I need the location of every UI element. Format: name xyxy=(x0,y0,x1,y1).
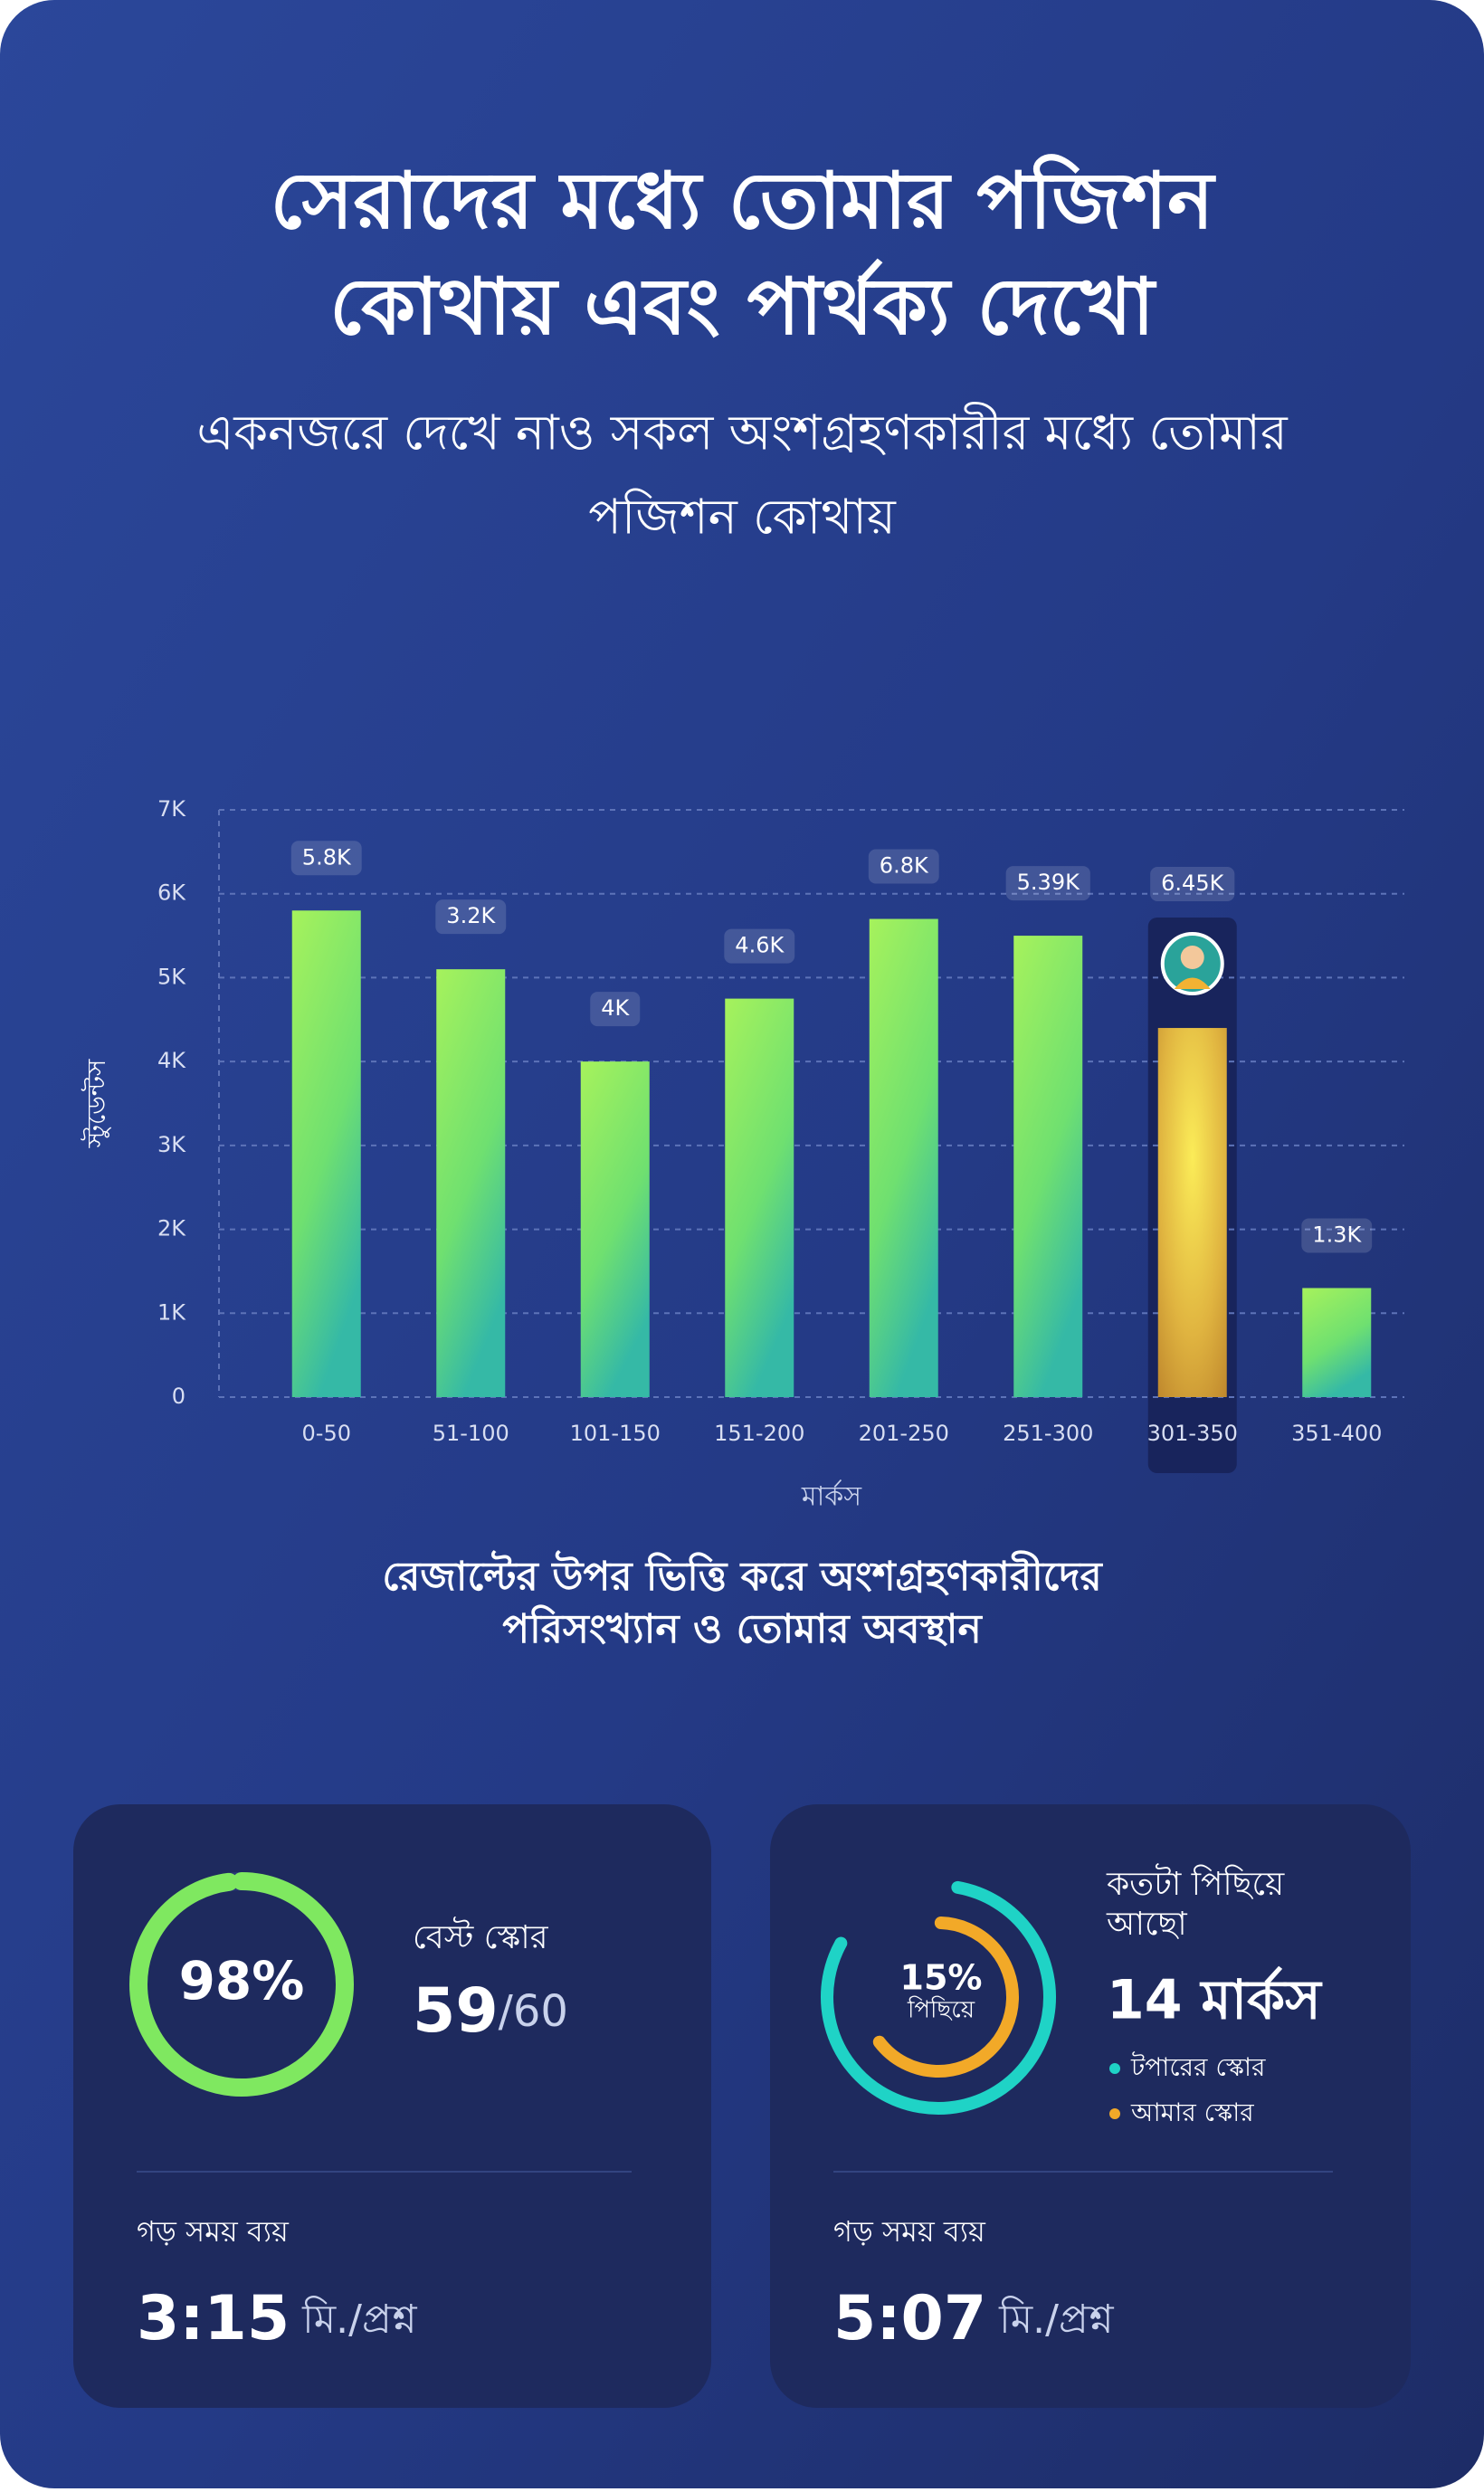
card-label: কতটা পিছিয়ে xyxy=(1106,1863,1285,1903)
x-tick-label: 251-300 xyxy=(1003,1421,1093,1446)
subtitle: পজিশন কোথায় xyxy=(588,489,897,546)
time-unit: মি./প্রশ্ন xyxy=(998,2296,1115,2343)
ring-label: 98% xyxy=(179,1950,305,2012)
bar xyxy=(1302,1288,1372,1397)
time-label: গড় সময় ব্যয় xyxy=(833,2214,986,2249)
x-tick-label: 101-150 xyxy=(570,1421,661,1446)
bar xyxy=(1157,1028,1227,1397)
bar-label: 5.39K xyxy=(1017,870,1080,895)
bar-label: 5.8K xyxy=(302,844,352,870)
ring-sub: পিছিয়ে xyxy=(907,1996,975,2024)
legend-entry: আমার স্কোর xyxy=(1130,2097,1254,2127)
x-axis-title: মার্কস xyxy=(801,1480,862,1513)
y-tick-label: 6K xyxy=(157,880,186,906)
bar-label: 4.6K xyxy=(735,933,785,958)
bar xyxy=(436,969,506,1397)
time-value: 5:07 xyxy=(833,2283,986,2354)
bar-label: 6.45K xyxy=(1161,870,1224,896)
y-tick-label: 4K xyxy=(157,1048,186,1073)
bar xyxy=(725,998,794,1397)
y-tick-label: 2K xyxy=(157,1216,186,1241)
bar-label-bg xyxy=(435,899,507,935)
x-tick-label: 151-200 xyxy=(714,1421,804,1446)
x-tick-label: 201-250 xyxy=(859,1421,949,1446)
title: কোথায় এবং পার্থক্য দেখো xyxy=(329,259,1157,353)
legend-dot xyxy=(1109,2063,1120,2074)
y-tick-label: 3K xyxy=(157,1132,186,1157)
time-value: 3:15 xyxy=(137,2283,290,2354)
score-value: 59 xyxy=(413,1975,499,2047)
bar-label: 3.2K xyxy=(446,903,496,928)
ring-progress xyxy=(129,1872,354,2097)
x-tick-label: 351-400 xyxy=(1291,1421,1382,1446)
bar xyxy=(291,910,361,1397)
bar-label: 4K xyxy=(601,995,630,1021)
x-tick-label: 51-100 xyxy=(433,1421,509,1446)
x-tick-label: 301-350 xyxy=(1147,1421,1238,1446)
bar-label-bg xyxy=(868,849,939,884)
bar-label: 6.8K xyxy=(880,853,929,879)
time-label: গড় সময় ব্যয় xyxy=(137,2214,290,2249)
score-total: /60 xyxy=(499,1986,568,2037)
caption: রেজাল্টের উপর ভিত্তি করে অংশগ্রহণকারীদের xyxy=(382,1550,1103,1600)
y-tick-label: 1K xyxy=(157,1299,186,1325)
card-label: বেস্ট স্কোর xyxy=(413,1917,549,1956)
bar xyxy=(869,918,938,1397)
time-unit: মি./প্রশ্ন xyxy=(301,2296,418,2343)
score: 59/60 xyxy=(413,1975,568,2047)
avatar-face xyxy=(1180,946,1204,969)
title: সেরাদের মধ্যে তোমার পজিশন xyxy=(271,153,1216,246)
score: 14 মার্কস xyxy=(1107,1965,1323,2032)
bar-label: 1.3K xyxy=(1312,1222,1362,1247)
avatar-body xyxy=(1174,977,1211,989)
y-tick-label: 0 xyxy=(172,1384,186,1409)
ring-topper xyxy=(821,1879,1056,2115)
legend-dot xyxy=(1109,2108,1120,2119)
bar xyxy=(580,1061,650,1397)
y-tick-label: 5K xyxy=(157,964,186,989)
ring-label: 15% xyxy=(900,1958,983,1998)
chart: স্টুডেন্টস মার্কস 0 1K 2K 3K 4K 5K 6K 7K 0-50 5.8K 5… xyxy=(81,796,1404,1513)
caption: পরিসংখ্যান ও তোমার অবস্থান xyxy=(502,1604,983,1652)
x-tick-label: 0-50 xyxy=(302,1421,351,1446)
bar-label-bg xyxy=(1005,866,1090,901)
bar-label-bg xyxy=(724,928,795,964)
bar xyxy=(1013,936,1083,1397)
bar-label-bg xyxy=(590,992,641,1027)
bar-label-bg xyxy=(1301,1218,1373,1253)
y-tick-label: 7K xyxy=(157,796,186,822)
legend-entry: টপারের স্কোর xyxy=(1130,2051,1266,2082)
ring-mine xyxy=(858,1917,1019,2078)
y-axis-title: স্টুডেন্টস xyxy=(81,1059,111,1148)
subtitle: একনজরে দেখে নাও সকল অংশগ্রহণকারীর মধ্যে … xyxy=(196,403,1289,461)
bar-label-bg xyxy=(1150,867,1235,901)
card-label: আছো xyxy=(1106,1906,1187,1943)
time: 3:15 মি./প্রশ্ন xyxy=(137,2283,418,2354)
card xyxy=(770,1804,1411,2408)
bar-label-bg xyxy=(290,841,362,876)
card xyxy=(73,1804,711,2408)
time: 5:07 মি./প্রশ্ন xyxy=(833,2283,1115,2354)
